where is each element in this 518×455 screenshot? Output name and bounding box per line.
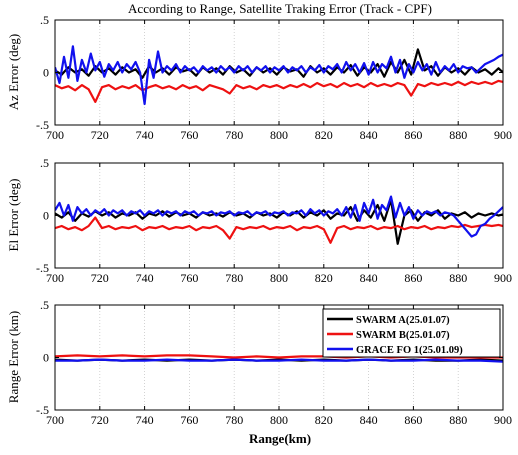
x-tick-label: 800 (270, 271, 288, 285)
x-tick-label: 760 (180, 413, 198, 427)
chart-panels: 700 720 740 760 780 800 820 840 860 880 900 -.5 0 .5 A… (6, 13, 512, 427)
y-tick-label: 0 (43, 351, 49, 365)
x-tick-label: 880 (449, 128, 467, 142)
y-tick-label: .5 (40, 156, 49, 170)
series-line-swarm-b-25-01-07 (55, 216, 503, 244)
x-tick-label: 780 (225, 413, 243, 427)
y-axis-label: Az Error (deg) (6, 34, 21, 111)
x-tick-label: 700 (46, 413, 64, 427)
y-axis-label: Range Error (km) (6, 311, 21, 403)
x-tick-label: 860 (404, 128, 422, 142)
series-line-grace-fo-1-25-01-09 (55, 45, 503, 106)
x-tick-label: 840 (360, 271, 378, 285)
legend-label: SWARM B(25.01.07) (356, 330, 450, 341)
series-line-swarm-a-25-01-07 (55, 48, 503, 79)
x-tick-label: 740 (136, 128, 154, 142)
x-tick-label: 820 (315, 413, 333, 427)
panel-1: 700 720 740 760 780 800 820 840 860 880 900 -.5 0 .5 A… (6, 13, 512, 142)
x-tick-label: 800 (270, 128, 288, 142)
x-tick-label: 880 (449, 413, 467, 427)
x-tick-label: 720 (91, 271, 109, 285)
series-line-grace-fo-1-25-01-09 (55, 358, 503, 363)
x-tick-label: 700 (46, 128, 64, 142)
x-tick-label: 840 (360, 128, 378, 142)
x-tick-label: 900 (494, 271, 512, 285)
legend-label: SWARM A(25.01.07) (356, 315, 450, 326)
series-line-swarm-b-25-01-07 (55, 79, 503, 103)
x-tick-label: 820 (315, 271, 333, 285)
y-tick-label: -.5 (36, 403, 49, 417)
x-tick-label: 740 (136, 413, 154, 427)
figure-title: According to Range, Satellite Traking Er… (128, 1, 432, 16)
y-tick-label: 0 (43, 209, 49, 223)
x-tick-label: 700 (46, 271, 64, 285)
x-tick-label: 800 (270, 413, 288, 427)
x-tick-label: 840 (360, 413, 378, 427)
x-tick-label: 760 (180, 271, 198, 285)
panel-3: 700 720 740 760 780 800 820 840 860 880 900 -.5 0 .5 R… (6, 298, 512, 427)
x-tick-label: 760 (180, 128, 198, 142)
x-tick-label: 880 (449, 271, 467, 285)
x-tick-label: 780 (225, 271, 243, 285)
x-tick-label: 860 (404, 413, 422, 427)
legend: SWARM A(25.01.07) SWARM B(25.01.07) GRACE … (322, 308, 501, 358)
y-tick-label: .5 (40, 298, 49, 312)
legend-label: GRACE FO 1(25.01.09) (356, 345, 463, 356)
x-tick-label: 900 (494, 413, 512, 427)
y-axis-label: El Error (deg) (6, 179, 21, 252)
panel-2: 700 720 740 760 780 800 820 840 860 880 900 -.5 0 .5 E… (6, 156, 512, 285)
series-line-grace-fo-1-25-01-09 (55, 195, 503, 238)
x-tick-label: 900 (494, 128, 512, 142)
series-line-swarm-a-25-01-07 (55, 198, 503, 245)
x-tick-label: 740 (136, 271, 154, 285)
y-tick-label: .5 (40, 13, 49, 27)
x-tick-label: 780 (225, 128, 243, 142)
x-tick-label: 720 (91, 413, 109, 427)
x-tick-label: 720 (91, 128, 109, 142)
y-tick-label: 0 (43, 66, 49, 80)
x-tick-label: 820 (315, 128, 333, 142)
y-tick-label: -.5 (36, 261, 49, 275)
x-tick-label: 860 (404, 271, 422, 285)
x-axis-label: Range(km) (249, 431, 311, 446)
y-tick-label: -.5 (36, 118, 49, 132)
